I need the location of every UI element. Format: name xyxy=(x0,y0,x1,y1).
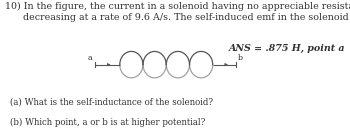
Text: 10) In the figure, the current in a solenoid having no appreciable resistance is: 10) In the figure, the current in a sole… xyxy=(5,1,350,22)
Text: b: b xyxy=(238,54,243,62)
Text: (a) What is the self-inductance of the solenoid?: (a) What is the self-inductance of the s… xyxy=(10,97,214,106)
Text: a: a xyxy=(88,54,93,62)
Text: ANS = .875 H, point a: ANS = .875 H, point a xyxy=(228,44,345,53)
Text: (b) Which point, a or b is at higher potential?: (b) Which point, a or b is at higher pot… xyxy=(10,117,206,127)
